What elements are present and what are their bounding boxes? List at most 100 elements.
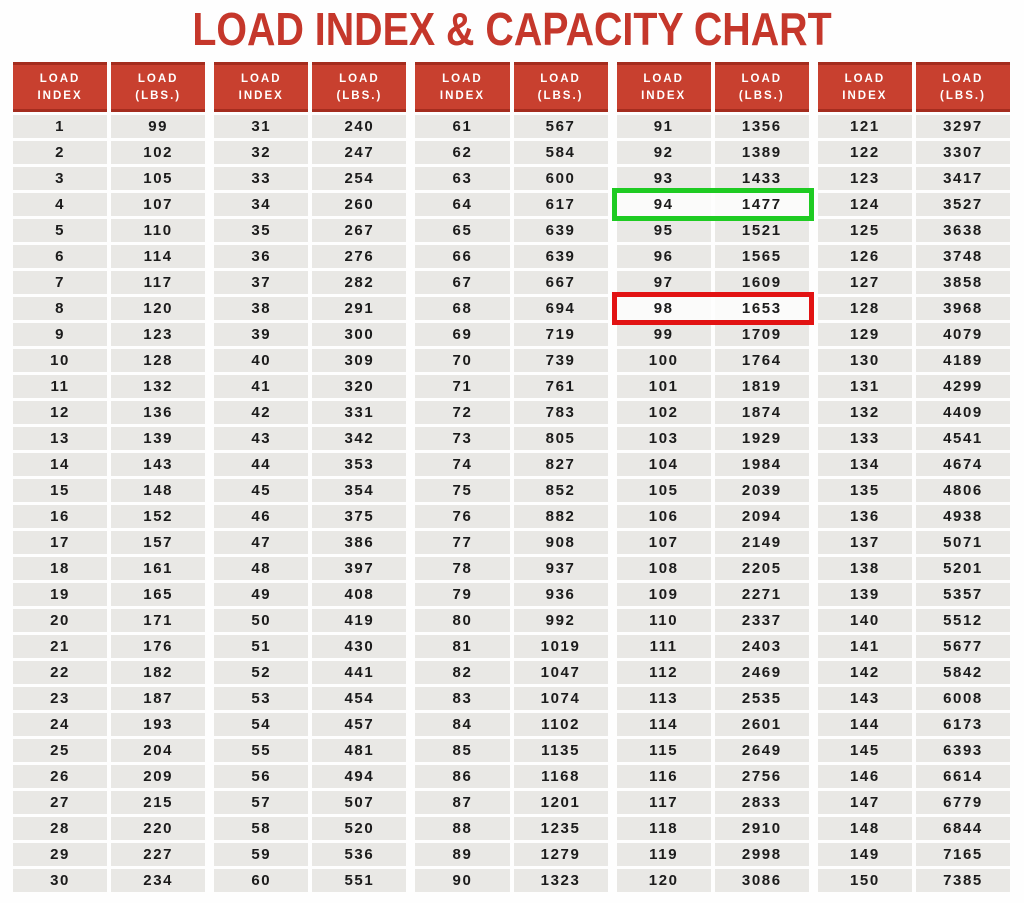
load-index-cell: 141 bbox=[817, 635, 912, 659]
load-lbs-cell: 152 bbox=[111, 505, 206, 529]
load-index-cell: 1 bbox=[13, 115, 108, 139]
load-index-cell: 71 bbox=[415, 375, 510, 399]
row-group: 17 157 bbox=[13, 531, 206, 555]
load-lbs-cell: 3858 bbox=[915, 271, 1011, 295]
load-index-cell: 123 bbox=[817, 167, 912, 191]
load-index-cell: 30 bbox=[13, 869, 108, 893]
row-group: 145 6393 bbox=[817, 739, 1011, 763]
load-index-cell: 59 bbox=[214, 843, 309, 867]
load-index-cell: 52 bbox=[214, 661, 309, 685]
header-load-index: LOAD INDEX bbox=[616, 62, 711, 113]
row-group: 97 1609 bbox=[616, 271, 809, 295]
load-index-cell: 138 bbox=[817, 557, 912, 581]
load-index-cell: 86 bbox=[415, 765, 510, 789]
row-group: 75 852 bbox=[415, 479, 608, 503]
load-index-cell: 130 bbox=[817, 349, 912, 373]
load-lbs-cell: 1019 bbox=[513, 635, 608, 659]
load-lbs-cell: 1819 bbox=[714, 375, 809, 399]
table-row: 28 220 58 520 88 1235 118 2910 148 6844 bbox=[13, 817, 1011, 841]
row-group: 61 567 bbox=[415, 115, 608, 139]
load-lbs-cell: 105 bbox=[111, 167, 206, 191]
header-load-lbs: LOAD (LBS.) bbox=[111, 62, 206, 113]
row-group: 79 936 bbox=[415, 583, 608, 607]
load-index-cell: 108 bbox=[616, 557, 711, 581]
row-group: 90 1323 bbox=[415, 869, 608, 893]
row-group: 138 5201 bbox=[817, 557, 1011, 581]
load-index-cell: 83 bbox=[415, 687, 510, 711]
load-lbs-cell: 227 bbox=[111, 843, 206, 867]
load-lbs-cell: 937 bbox=[513, 557, 608, 581]
load-lbs-cell: 457 bbox=[312, 713, 407, 737]
load-lbs-cell: 4674 bbox=[915, 453, 1011, 477]
load-lbs-cell: 667 bbox=[513, 271, 608, 295]
table-body: 1 99 31 240 61 567 91 1356 121 3297 2 102 32 247 62 584… bbox=[13, 115, 1011, 893]
load-lbs-cell: 309 bbox=[312, 349, 407, 373]
load-index-cell: 28 bbox=[13, 817, 108, 841]
load-lbs-cell: 4806 bbox=[915, 479, 1011, 503]
row-group: 70 739 bbox=[415, 349, 608, 373]
load-index-cell: 133 bbox=[817, 427, 912, 451]
load-lbs-cell: 639 bbox=[513, 219, 608, 243]
load-index-cell: 57 bbox=[214, 791, 309, 815]
load-lbs-cell: 182 bbox=[111, 661, 206, 685]
row-group: 52 441 bbox=[214, 661, 407, 685]
load-lbs-cell: 4189 bbox=[915, 349, 1011, 373]
row-group: 100 1764 bbox=[616, 349, 809, 373]
load-lbs-cell: 4541 bbox=[915, 427, 1011, 451]
load-lbs-cell: 157 bbox=[111, 531, 206, 555]
load-lbs-cell: 220 bbox=[111, 817, 206, 841]
load-index-cell: 16 bbox=[13, 505, 108, 529]
header-group: LOAD INDEX LOAD (LBS.) bbox=[817, 62, 1011, 113]
table-row: 24 193 54 457 84 1102 114 2601 144 6173 bbox=[13, 713, 1011, 737]
row-group: 37 282 bbox=[214, 271, 407, 295]
load-index-cell: 104 bbox=[616, 453, 711, 477]
load-lbs-cell: 827 bbox=[513, 453, 608, 477]
load-lbs-cell: 536 bbox=[312, 843, 407, 867]
table-row: 6 114 36 276 66 639 96 1565 126 3748 bbox=[13, 245, 1011, 269]
header-load-lbs: LOAD (LBS.) bbox=[714, 62, 809, 113]
row-group: 77 908 bbox=[415, 531, 608, 555]
row-group: 51 430 bbox=[214, 635, 407, 659]
row-group: 57 507 bbox=[214, 791, 407, 815]
load-lbs-cell: 430 bbox=[312, 635, 407, 659]
load-lbs-cell: 1047 bbox=[513, 661, 608, 685]
load-lbs-cell: 567 bbox=[513, 115, 608, 139]
load-lbs-cell: 353 bbox=[312, 453, 407, 477]
row-group: 24 193 bbox=[13, 713, 206, 737]
load-index-cell: 54 bbox=[214, 713, 309, 737]
load-lbs-cell: 494 bbox=[312, 765, 407, 789]
load-lbs-cell: 6844 bbox=[915, 817, 1011, 841]
load-lbs-cell: 2649 bbox=[714, 739, 809, 763]
load-index-cell: 77 bbox=[415, 531, 510, 555]
row-group: 47 386 bbox=[214, 531, 407, 555]
row-group: 141 5677 bbox=[817, 635, 1011, 659]
load-index-cell: 61 bbox=[415, 115, 510, 139]
load-lbs-cell: 454 bbox=[312, 687, 407, 711]
load-lbs-cell: 240 bbox=[312, 115, 407, 139]
row-group: 68 694 bbox=[415, 297, 608, 321]
load-lbs-cell: 639 bbox=[513, 245, 608, 269]
row-group: 40 309 bbox=[214, 349, 407, 373]
row-group: 126 3748 bbox=[817, 245, 1011, 269]
load-lbs-cell: 99 bbox=[111, 115, 206, 139]
load-lbs-cell: 719 bbox=[513, 323, 608, 347]
load-index-cell: 82 bbox=[415, 661, 510, 685]
row-group: 65 639 bbox=[415, 219, 608, 243]
load-index-cell: 69 bbox=[415, 323, 510, 347]
highlight-red-box: 98 1653 bbox=[616, 297, 809, 321]
table-row: 30 234 60 551 90 1323 120 3086 150 7385 bbox=[13, 869, 1011, 893]
load-index-cell: 95 bbox=[616, 219, 711, 243]
row-group: 29 227 bbox=[13, 843, 206, 867]
row-group: 27 215 bbox=[13, 791, 206, 815]
row-group: 120 3086 bbox=[616, 869, 809, 893]
load-index-cell: 105 bbox=[616, 479, 711, 503]
load-index-cell: 3 bbox=[13, 167, 108, 191]
table-row: 5 110 35 267 65 639 95 1521 125 3638 bbox=[13, 219, 1011, 243]
load-lbs-cell: 291 bbox=[312, 297, 407, 321]
row-group: 135 4806 bbox=[817, 479, 1011, 503]
row-group: 32 247 bbox=[214, 141, 407, 165]
load-index-cell: 22 bbox=[13, 661, 108, 685]
load-lbs-cell: 936 bbox=[513, 583, 608, 607]
load-lbs-cell: 165 bbox=[111, 583, 206, 607]
row-group: 111 2403 bbox=[616, 635, 809, 659]
